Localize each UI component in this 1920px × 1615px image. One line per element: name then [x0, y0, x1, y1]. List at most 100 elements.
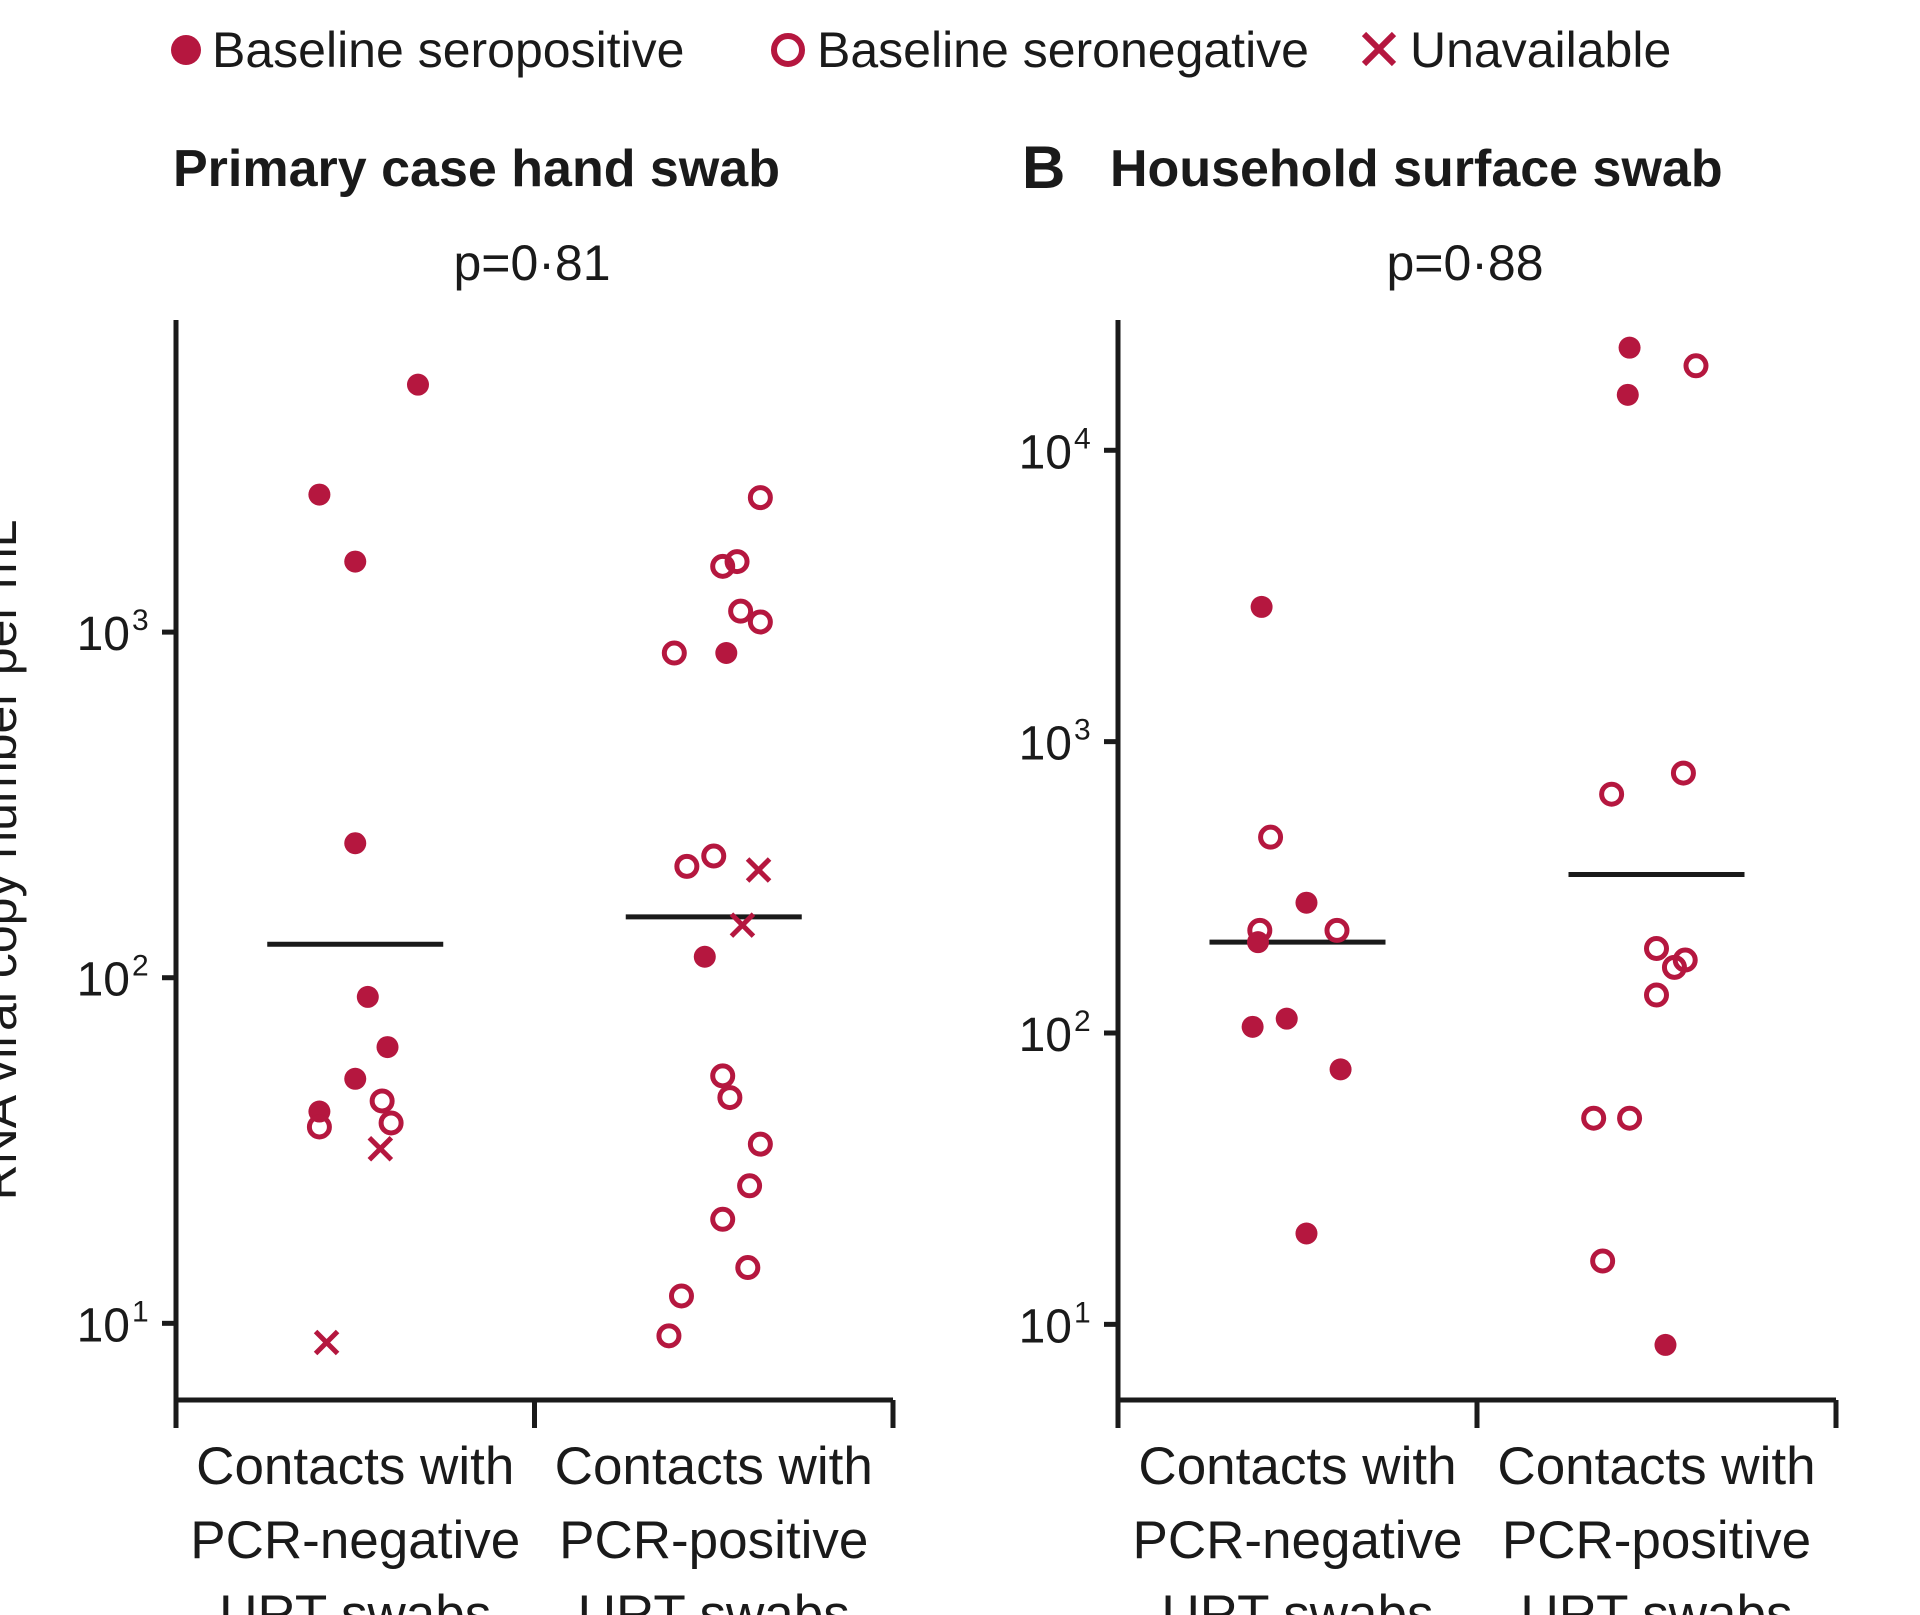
panel-a-point-seropositive: [344, 832, 367, 855]
panel-a-p-value: p=0·81: [453, 235, 610, 291]
legend: Baseline seropositive Baseline seronegat…: [171, 22, 1671, 78]
panel-a-point-seropositive: [406, 373, 429, 396]
panel-a-point-unavailable: [729, 912, 756, 938]
panel-a-point-seropositive: [693, 945, 716, 968]
panel-b-point-seropositive: [1618, 336, 1641, 359]
panel-a-medians: [267, 914, 802, 947]
panel-b-point-seronegative: [1258, 824, 1284, 850]
panel-a-points: [306, 373, 773, 1356]
panel-a-category-label: PCR-positive: [559, 1511, 868, 1570]
panel-a-category-label: PCR-negative: [190, 1511, 520, 1570]
panel-a-y-tick-exponent: 3: [132, 604, 149, 637]
panel-a-point-seronegative: [674, 853, 700, 879]
legend-seropositive-label: Baseline seropositive: [212, 22, 685, 78]
panel-b-category-label: PCR-negative: [1133, 1511, 1463, 1570]
panel-a-point-seropositive: [344, 550, 367, 573]
panel-a-category-label: Contacts with: [196, 1437, 514, 1496]
panel-b-category-labels: Contacts with PCR-negative URT swabs Contac…: [1133, 1437, 1816, 1615]
panel-b-point-seronegative: [1683, 353, 1709, 379]
panel-a-title: Primary case hand swab: [173, 140, 780, 198]
panel-a-point-seronegative: [724, 549, 750, 575]
panel-b-category-label: Contacts with: [1497, 1437, 1815, 1496]
panel-a-point-seronegative: [728, 598, 754, 624]
panel-a-y-tick-exponent: 1: [132, 1295, 149, 1328]
panel-a-point-seronegative: [710, 1206, 736, 1232]
panel-a-point-seronegative: [710, 553, 736, 579]
legend-seronegative-label: Baseline seronegative: [817, 22, 1309, 78]
panel-b-point-seropositive: [1275, 1007, 1298, 1030]
panel-a-category-label: Contacts with: [555, 1437, 873, 1496]
panel-b-category-label: PCR-positive: [1502, 1511, 1811, 1570]
panel-a-point-seronegative: [369, 1088, 395, 1114]
panel-a-point-seropositive: [356, 985, 379, 1008]
panel-b-y-tick-label: 10: [1019, 1300, 1072, 1353]
panel-a-category-label: URT swabs: [219, 1585, 491, 1615]
panel-a-point-seropositive: [715, 642, 738, 665]
panel-b-point-seropositive: [1295, 891, 1318, 914]
legend-seronegative-marker: [771, 33, 805, 67]
panel-b-point-seronegative: [1670, 760, 1696, 786]
panel-a-point-seronegative: [668, 1283, 694, 1309]
panel-b-category-label: URT swabs: [1521, 1585, 1793, 1615]
legend-seropositive-marker: [171, 35, 201, 65]
panel-a-point-seronegative: [737, 1173, 763, 1199]
panel-b-axes: [1115, 320, 1839, 1428]
panel-b-point-seropositive: [1241, 1015, 1264, 1038]
panel-a-point-seronegative: [717, 1085, 743, 1111]
panel-b-point-seronegative: [1617, 1105, 1643, 1131]
panel-b-point-seronegative: [1590, 1248, 1616, 1274]
panel-a-y-tick-label: 10: [77, 608, 130, 661]
panel-a-point-seronegative: [701, 843, 727, 869]
panel-a-point-seronegative: [747, 609, 773, 635]
panel-a-y-tick-label: 10: [77, 1299, 130, 1352]
panel-a-point-seronegative: [378, 1110, 404, 1136]
panel-a-y-tick-exponent: 2: [132, 950, 149, 983]
panel-a-point-seropositive: [376, 1036, 399, 1059]
panel-b-point-seronegative: [1672, 947, 1698, 973]
legend-unavailable-label: Unavailable: [1410, 22, 1671, 78]
panel-b-point-seropositive: [1616, 383, 1639, 406]
panel-a-point-seronegative: [747, 485, 773, 511]
panel-a-point-seronegative: [656, 1323, 682, 1349]
panel-b-medians: [1209, 871, 1745, 945]
panel-a-y-tick-label: 10: [77, 954, 130, 1007]
panel-b-point-seropositive: [1329, 1058, 1352, 1081]
panel-b-point-seropositive: [1247, 931, 1270, 954]
panel-b-point-seronegative: [1581, 1105, 1607, 1131]
panel-a-point-seronegative: [735, 1255, 761, 1281]
panel-b-y-tick-label: 10: [1019, 1009, 1072, 1062]
panel-b-y-tick-exponent: 3: [1074, 714, 1091, 747]
panel-b-points: [1241, 336, 1709, 1356]
panel-b-y-tick-label: 10: [1019, 426, 1072, 479]
panel-a-point-seronegative: [306, 1114, 332, 1140]
panel-b-p-value: p=0·88: [1386, 235, 1543, 291]
panel-b-point-seronegative: [1644, 982, 1669, 1008]
panel-b-letter: B: [1022, 134, 1065, 201]
panel-a-y-axis-label: RNA viral copy number per mL: [0, 520, 27, 1201]
panel-b-y-tick-exponent: 2: [1074, 1005, 1091, 1038]
panel-b-point-seronegative: [1599, 781, 1625, 807]
panel-a-point-seropositive: [344, 1067, 367, 1090]
panel-b-title: Household surface swab: [1110, 140, 1723, 198]
panel-b-y-tick-label: 10: [1019, 718, 1072, 771]
panel-a-point-unavailable: [367, 1135, 394, 1162]
panel-a-point-seronegative: [747, 1131, 773, 1157]
panel-a-category-label: URT swabs: [578, 1585, 850, 1615]
panel-b-point-seropositive: [1295, 1222, 1318, 1245]
panel-a: Primary case hand swab p=0·81 RNA viral …: [0, 140, 896, 1615]
panel-b-point-seronegative: [1644, 935, 1669, 961]
panel-b-point-seropositive: [1654, 1333, 1677, 1356]
panel-a-point-unavailable: [313, 1329, 340, 1356]
panel-b-category-label: URT swabs: [1162, 1585, 1434, 1615]
panel-a-point-seropositive: [308, 483, 331, 506]
panel-a-category-labels: Contacts with PCR-negative URT swabs Contac…: [190, 1437, 873, 1615]
panel-b-y-tick-exponent: 4: [1074, 422, 1091, 455]
legend-unavailable-marker: [1361, 31, 1397, 67]
panel-b-point-seronegative: [1324, 917, 1350, 943]
panel-a-point-unavailable: [745, 857, 772, 883]
panel-a-axes: [173, 320, 896, 1428]
